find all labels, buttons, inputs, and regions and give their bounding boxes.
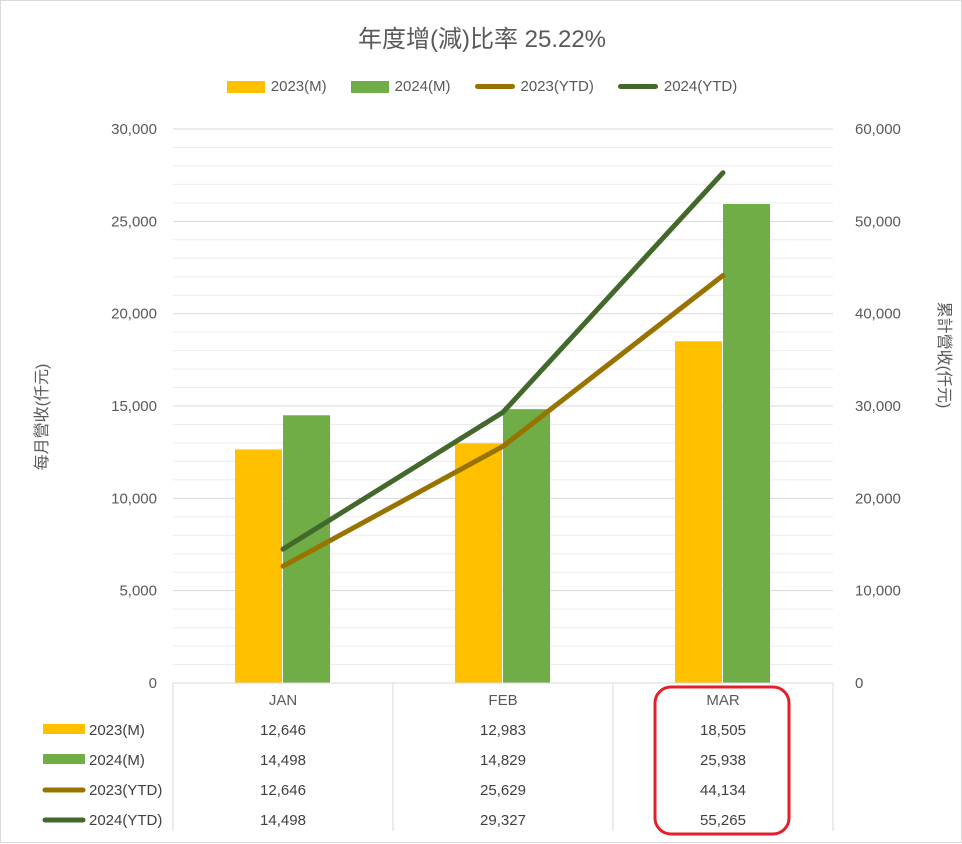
table-cell: 18,505 <box>700 722 746 739</box>
table-cell: 29,327 <box>480 812 526 829</box>
legend-swatch-2024m <box>350 80 389 93</box>
bar-2024(M)-JAN <box>283 415 330 683</box>
table-key-2023(M) <box>43 724 85 734</box>
y-tick-label-left: 0 <box>149 675 157 692</box>
table-cell: 12,983 <box>480 722 526 739</box>
table-cell: 25,629 <box>480 782 526 799</box>
y-tick-label-left: 5,000 <box>119 583 157 600</box>
table-row-label: 2023(M) <box>89 722 145 739</box>
y-tick-label-right: 40,000 <box>855 306 901 323</box>
legend-swatch-2024ytd <box>617 84 658 89</box>
series-line-2023(YTD) <box>280 272 726 569</box>
chart-title: 年度增(減)比率 25.22% <box>357 26 607 53</box>
y-tick-label-right: 30,000 <box>855 398 901 415</box>
table-cell: 14,498 <box>260 812 306 829</box>
y-tick-label-right: 60,000 <box>855 121 901 138</box>
legend-item-2023m: 2023(M) <box>226 78 327 95</box>
legend-item-2024ytd: 2024(YTD) <box>617 78 738 95</box>
bar-2023(M)-MAR <box>675 341 722 683</box>
legend-swatch-2023ytd <box>474 84 515 89</box>
table-cell: 12,646 <box>260 782 306 799</box>
legend-item-2023ytd: 2023(YTD) <box>474 78 594 95</box>
bar-2023(M)-JAN <box>235 449 282 683</box>
y-tick-label-left: 25,000 <box>111 213 157 230</box>
table-cell: 44,134 <box>700 782 746 799</box>
y-tick-label-left: 15,000 <box>111 398 157 415</box>
x-tick-label: FEB <box>488 692 517 709</box>
table-cell: 14,829 <box>480 752 526 769</box>
bar-2024(M)-FEB <box>503 409 550 683</box>
table-cell: 55,265 <box>700 812 746 829</box>
y-tick-label-left: 20,000 <box>111 306 157 323</box>
y-tick-label-right: 10,000 <box>855 583 901 600</box>
legend: 2023(M) 2024(M) 2023(YTD) 2024(YTD) <box>1 78 962 95</box>
x-tick-label: MAR <box>706 692 740 709</box>
table-key-2024(M) <box>43 754 85 764</box>
y-tick-label-right: 50,000 <box>855 213 901 230</box>
y-tick-label-right: 0 <box>855 675 863 692</box>
table-row-label: 2023(YTD) <box>89 782 162 799</box>
legend-label-2023m: 2023(M) <box>270 78 327 95</box>
series-line-2024(YTD) <box>280 170 726 552</box>
table-cell: 25,938 <box>700 752 746 769</box>
legend-swatch-2023m <box>226 80 265 93</box>
highlight-box <box>653 685 791 836</box>
table-row-label: 2024(M) <box>89 752 145 769</box>
table-cell: 14,498 <box>260 752 306 769</box>
y-tick-label-left: 30,000 <box>111 121 157 138</box>
legend-label-2024ytd: 2024(YTD) <box>663 78 738 95</box>
bar-2024(M)-MAR <box>723 204 770 683</box>
y-tick-label-left: 10,000 <box>111 490 157 507</box>
legend-label-2024m: 2024(M) <box>394 78 451 95</box>
bar-2023(M)-FEB <box>455 443 502 683</box>
y-tick-label-right: 20,000 <box>855 490 901 507</box>
table-cell: 12,646 <box>260 722 306 739</box>
legend-item-2024m: 2024(M) <box>350 78 451 95</box>
table-row-label: 2024(YTD) <box>89 812 162 829</box>
legend-label-2023ytd: 2023(YTD) <box>520 78 594 95</box>
x-tick-label: JAN <box>269 692 297 709</box>
